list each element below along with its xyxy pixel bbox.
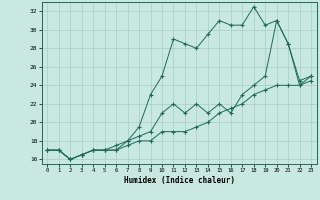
X-axis label: Humidex (Indice chaleur): Humidex (Indice chaleur) xyxy=(124,176,235,185)
